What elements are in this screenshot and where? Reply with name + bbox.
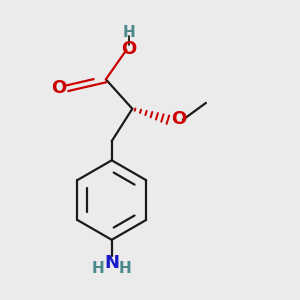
Text: H: H xyxy=(122,25,135,40)
Text: O: O xyxy=(121,40,136,58)
Text: H: H xyxy=(92,261,105,276)
Text: H: H xyxy=(118,261,131,276)
Text: O: O xyxy=(171,110,187,128)
Text: O: O xyxy=(51,79,66,97)
Text: N: N xyxy=(104,254,119,272)
